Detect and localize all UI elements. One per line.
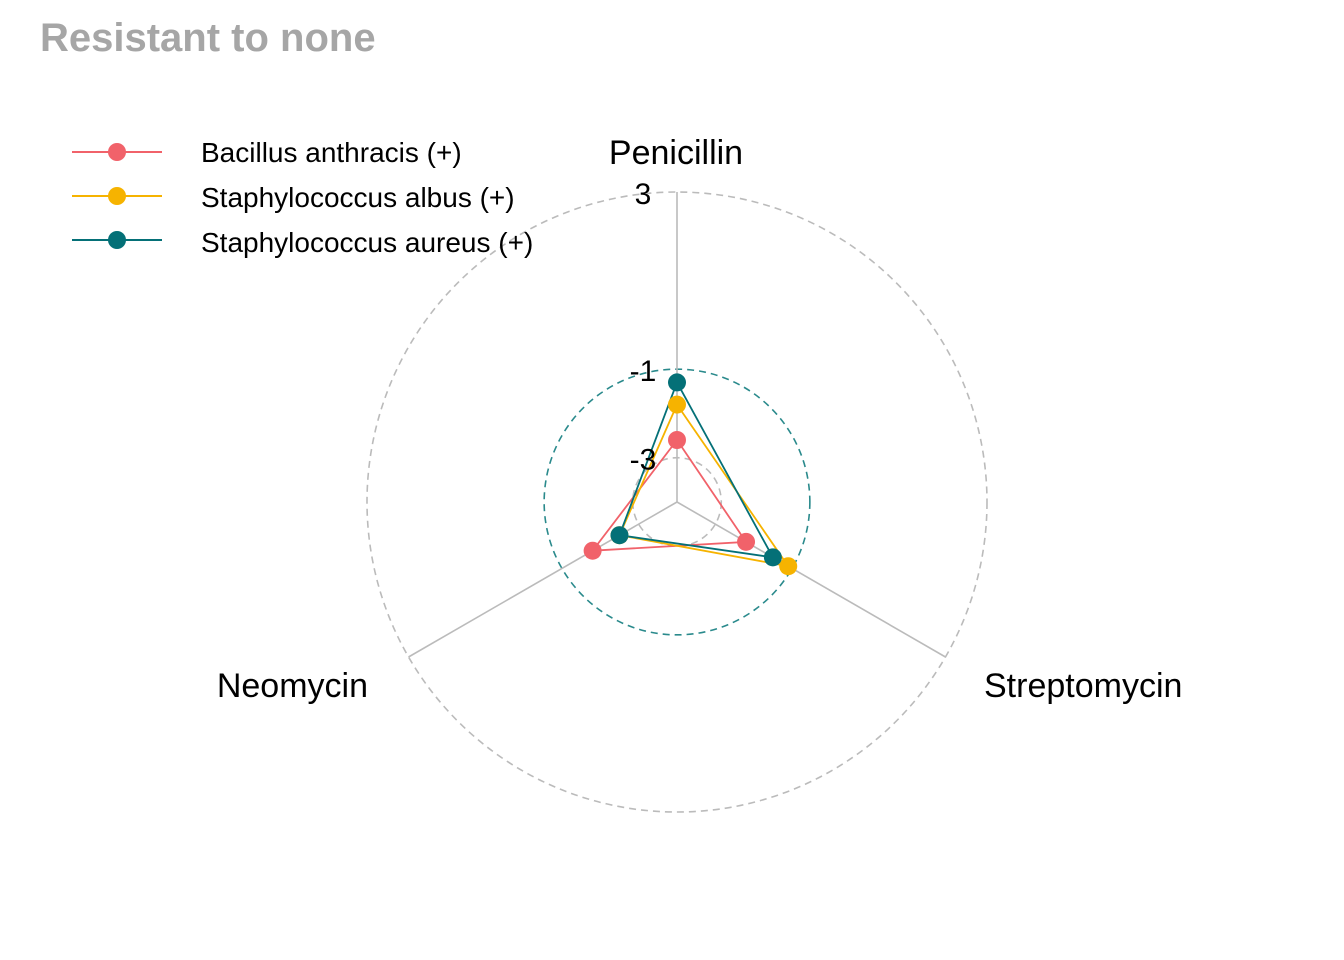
series-line [618,380,775,559]
data-point [583,541,602,560]
data-point [763,548,782,567]
data-point [737,532,756,551]
axis-label: Neomycin [217,667,368,705]
data-point [668,395,686,414]
axis-labels: Penicillin Streptomycin Neomycin [217,134,1183,705]
axis-label: Penicillin [609,134,743,172]
axis-label: Streptomycin [984,667,1182,705]
legend-item: Staphylococcus albus (+) [72,182,515,213]
ring-tick-label: -1 [630,355,657,388]
legend-label: Staphylococcus aureus (+) [201,227,533,258]
data-point [668,431,686,449]
axis-spoke [408,501,678,658]
data-point [668,373,686,392]
radar-series [583,373,798,576]
legend-marker [108,187,126,205]
data-point [610,526,629,545]
legend-label: Bacillus anthracis (+) [201,137,462,168]
legend-item: Bacillus anthracis (+) [72,137,462,168]
ring-tick-label: 3 [635,178,652,211]
series-line [618,402,791,568]
axis-spoke [676,501,946,658]
legend-label: Staphylococcus albus (+) [201,182,515,213]
grid-ring [366,191,988,813]
legend-item: Staphylococcus aureus (+) [72,227,533,258]
chart-title: Resistant to none [40,16,376,60]
data-point [779,557,798,576]
legend-marker [108,143,126,161]
legend: Bacillus anthracis (+) Staphylococcus al… [72,137,533,258]
ring-labels: -3 -1 3 [630,178,657,477]
legend-marker [108,231,126,249]
ring-tick-label: -3 [630,444,657,477]
radar-grid [366,191,988,813]
